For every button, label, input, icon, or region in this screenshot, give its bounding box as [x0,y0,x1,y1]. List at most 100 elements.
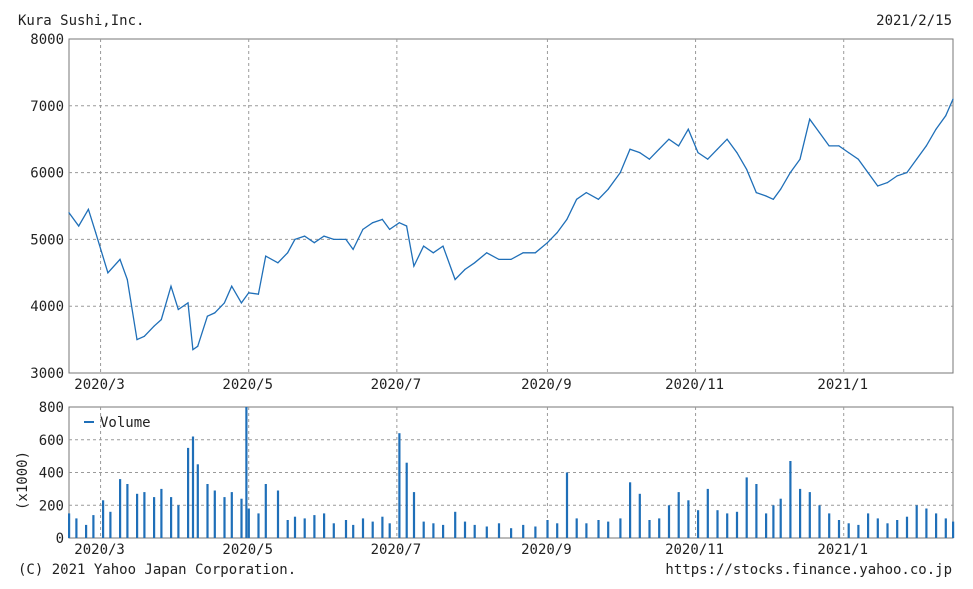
volume-bar [85,524,88,538]
price-point [746,168,748,170]
volume-bar [638,493,641,538]
y-tick-label: 600 [39,433,64,449]
x-tick-label: 2021/1 [817,377,868,393]
volume-bar [779,498,782,538]
volume-bar [92,515,95,538]
volume-bar [716,510,719,538]
price-point [206,315,208,317]
price-point [498,258,500,260]
price-point [143,335,145,337]
price-point [398,222,400,224]
price-point [214,312,216,314]
price-point [639,152,641,154]
volume-bar [170,497,173,538]
volume-bar [497,523,501,538]
volume-bar [143,492,146,538]
price-point [707,158,709,160]
price-point [534,252,536,254]
volume-bar [442,524,445,538]
price-point [486,252,488,254]
price-point [153,325,155,327]
price-point [716,148,719,150]
x-tick-label: 2020/9 [521,542,572,558]
price-point [389,228,391,230]
price-point [818,131,821,134]
price-point [323,235,325,237]
volume-bar [585,523,588,538]
volume-bar [706,488,709,538]
price-point [287,252,289,254]
volume-bar [857,524,860,538]
volume-bar [463,521,467,538]
volume-bar [126,484,129,538]
volume-bar [607,521,610,538]
volume-bar [886,523,889,538]
volume-bar [745,477,748,538]
price-point [857,158,859,160]
volume-bar [677,492,680,538]
price-point [126,278,128,281]
price-point [896,175,898,177]
price-point [789,172,791,174]
x-tick-label: 2020/5 [222,377,273,393]
y-tick-label: 3000 [30,366,64,382]
volume-bar [153,497,156,538]
volume-bar [619,518,622,538]
x-tick-label: 2020/5 [222,542,273,558]
volume-bar [136,493,139,538]
price-point [925,145,927,147]
volume-bar [799,488,802,538]
volume-bar [755,484,758,538]
volume-bar [422,521,425,538]
price-point [916,158,918,160]
x-tick-label: 2020/3 [74,377,125,393]
price-point [464,268,466,271]
price-panel: 3000 4000 5000 6000 7000 8000 2020/3 2020/5 2020… [30,32,954,393]
price-point [432,252,434,254]
price-point [119,258,121,260]
price-point [313,242,315,244]
chart-date: 2021/2/15 [876,13,952,29]
price-line [68,98,954,351]
price-point [848,152,850,154]
volume-bar [454,511,457,538]
volume-bar [293,516,297,538]
volume-bar [206,484,209,538]
price-point [413,265,415,267]
price-point [442,245,444,247]
price-point [136,339,138,341]
y-axis-title: (x1000) [15,451,31,510]
volume-bar [361,518,365,538]
price-point [668,138,670,140]
volume-bar [915,505,918,539]
price-point [78,225,80,227]
price-point [828,145,830,147]
volume-bar [388,523,391,538]
price-point [765,195,767,197]
price-point [95,232,97,234]
price-point [809,118,811,120]
volume-bar [264,484,267,538]
price-point [726,138,728,140]
volume-bar [522,524,525,538]
volume-bar [247,508,250,538]
source-url[interactable]: https://stocks.finance.yahoo.co.jp [665,562,952,578]
price-point [474,262,476,264]
price-point [607,188,609,190]
volume-bar [187,447,190,538]
volume-bar [896,520,899,538]
volume-bar [485,526,488,538]
price-point [867,172,869,174]
volume-bar [534,526,537,538]
price-point [697,152,699,154]
volume-bar [230,492,233,538]
price-point [678,145,680,147]
price-point [352,248,354,250]
price-point [556,232,558,234]
volume-bar [867,513,870,538]
volume-bar [905,516,909,538]
price-point [945,115,947,117]
price-point [772,198,774,200]
price-point [648,158,651,160]
